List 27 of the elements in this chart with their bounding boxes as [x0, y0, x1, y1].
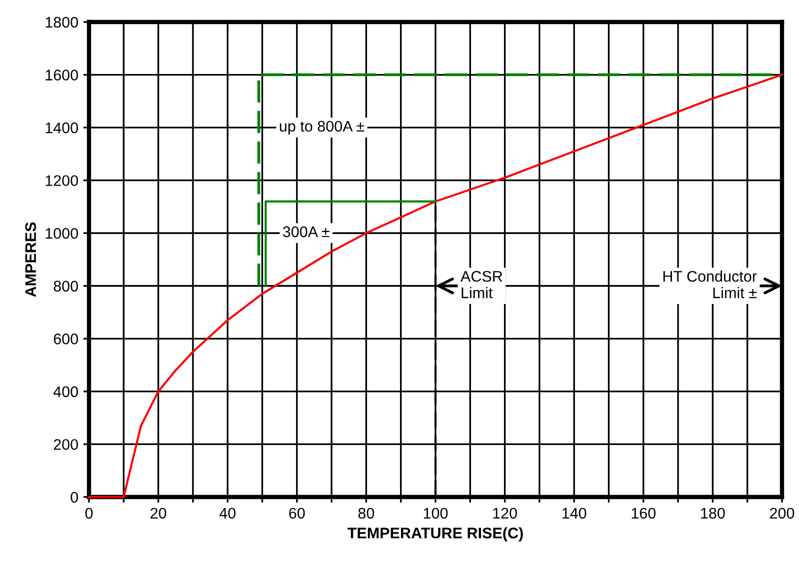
y-tick-label: 1400 — [46, 122, 78, 134]
x-tick-label: 80 — [358, 508, 374, 519]
y-tick-label: 1000 — [46, 228, 78, 239]
annotation: 300A ± — [282, 226, 330, 238]
y-tick-label: 0 — [70, 492, 78, 503]
x-tick-label: 180 — [701, 508, 725, 519]
annotation: up to 800A ± — [280, 120, 364, 135]
x-tick-label: 0 — [85, 508, 93, 519]
y-tick-label: 600 — [54, 334, 78, 344]
x-tick-label: 60 — [289, 508, 305, 519]
x-tick-label: 20 — [150, 508, 166, 519]
x-tick-label: 200 — [770, 508, 794, 519]
y-tick-label: 1600 — [46, 70, 78, 80]
y-tick-label: 800 — [54, 280, 78, 292]
x-tick-label: 100 — [424, 508, 448, 519]
y-axis-title: AMPERES — [25, 222, 36, 297]
y-tick-label: 400 — [53, 386, 78, 398]
y-tick-label: 1200 — [46, 175, 78, 186]
x-tick-label: 120 — [493, 508, 517, 519]
annotation: HT Conductor Limit ± — [663, 270, 757, 298]
y-tick-label: 200 — [54, 439, 78, 450]
annotation: ACSR Limit — [460, 270, 502, 298]
x-tick-label: 40 — [219, 508, 236, 519]
x-axis-title: TEMPERATURE RISE(C) — [348, 527, 523, 542]
y-tick-label: 1800 — [46, 16, 78, 28]
x-tick-label: 160 — [632, 508, 656, 519]
x-tick-label: 140 — [562, 508, 586, 519]
